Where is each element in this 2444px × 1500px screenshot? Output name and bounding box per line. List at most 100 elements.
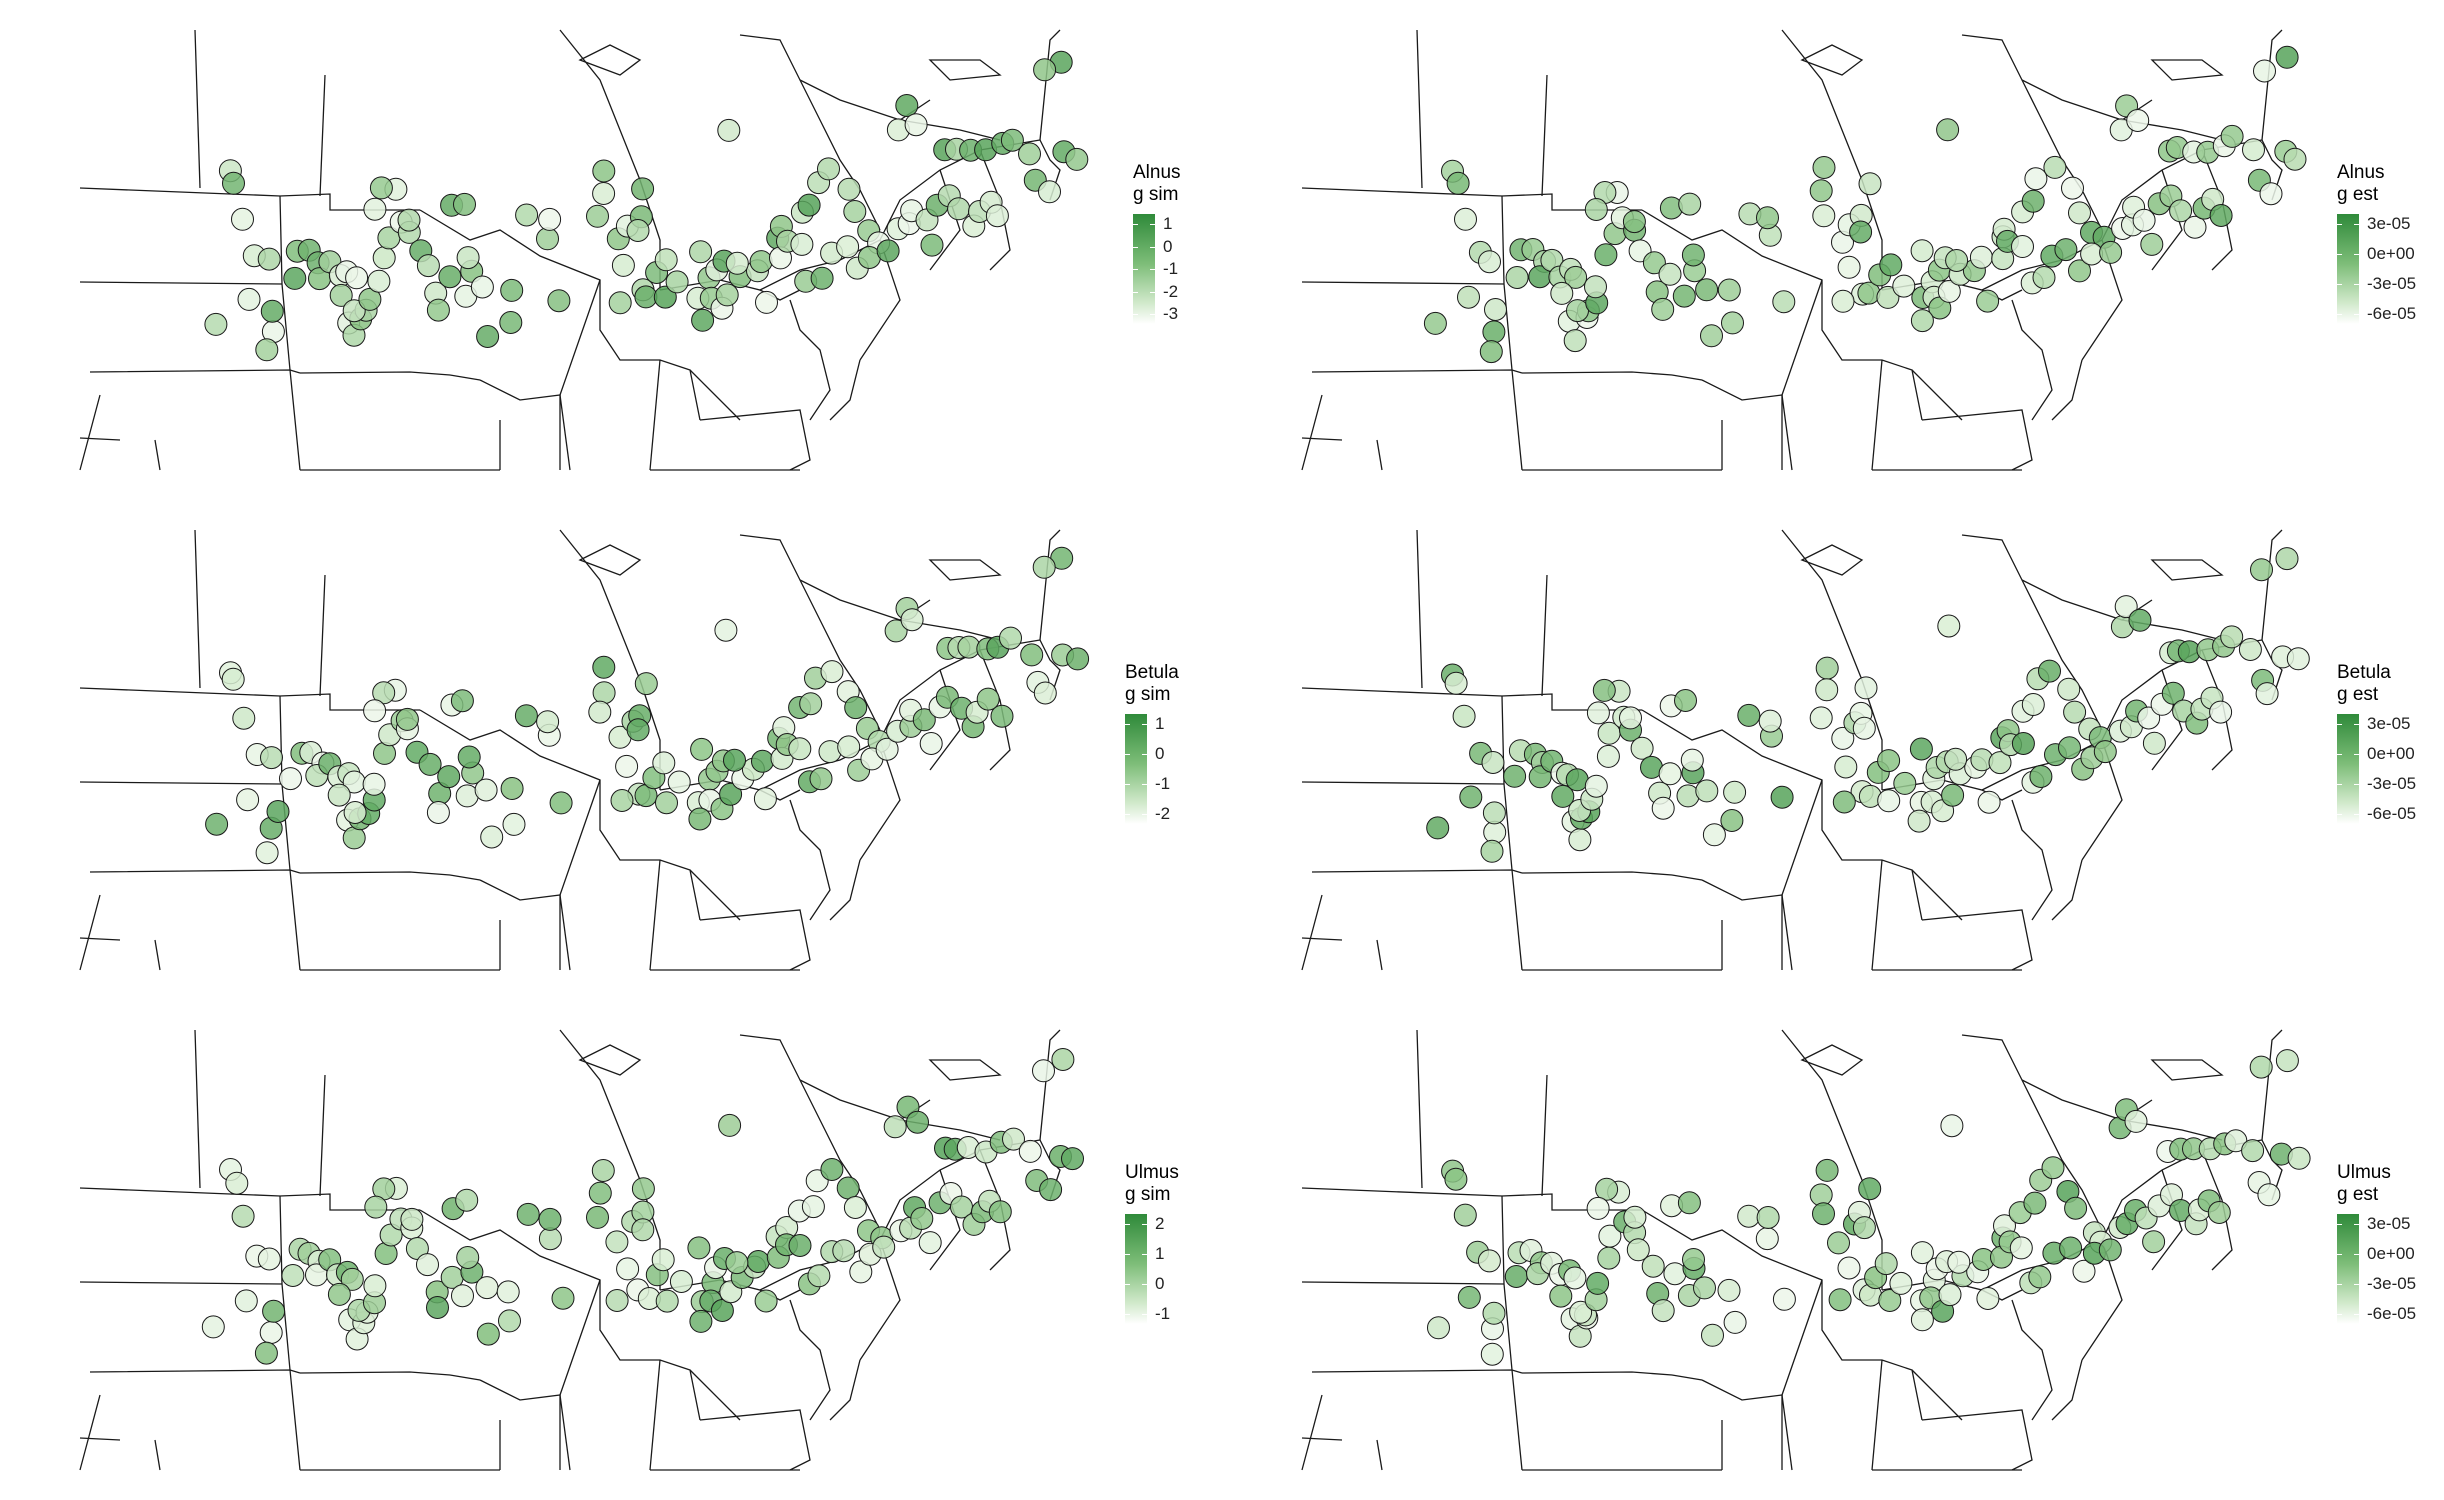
site-marker — [1672, 284, 1696, 308]
site-marker — [788, 1234, 812, 1257]
boundary-line — [1541, 1074, 1548, 1197]
site-marker — [717, 118, 741, 142]
site-marker — [1480, 1342, 1504, 1366]
site-marker — [2207, 1201, 2231, 1224]
site-marker — [2286, 647, 2310, 671]
boundary-line — [1301, 937, 1343, 941]
map-ulmus-est — [1301, 1029, 2311, 1471]
legend-tick — [2354, 254, 2359, 255]
site-marker — [416, 1253, 439, 1277]
boundary-line — [2081, 1239, 2123, 1361]
site-marker — [1815, 1158, 1839, 1182]
map-panel-ulmus-est: Ulmus g est 3e-05 0e+00 -3e-05 -6e-05 — [1222, 1000, 2444, 1500]
legend-tick — [1133, 224, 1138, 225]
site-marker — [2028, 1265, 2052, 1289]
boundary-line — [1911, 1369, 1963, 1421]
site-marker — [1812, 156, 1836, 179]
site-marker — [363, 1274, 387, 1298]
site-marker — [1737, 1204, 1761, 1228]
legend-tick-label: 0e+00 — [2367, 744, 2415, 763]
site-marker — [1837, 255, 1861, 279]
site-marker — [1812, 1202, 1835, 1226]
legend-tick — [1142, 1224, 1147, 1225]
site-marker — [342, 299, 366, 323]
site-marker — [418, 752, 442, 776]
site-marker — [1000, 128, 1024, 152]
site-marker — [1937, 614, 1961, 638]
site-marker — [2009, 1236, 2033, 1260]
site-marker — [1651, 1299, 1675, 1323]
boundary-line — [559, 779, 601, 896]
site-marker — [266, 800, 290, 823]
site-marker — [225, 1171, 249, 1195]
site-marker — [631, 1218, 655, 1242]
legend-tick-label: 0 — [1155, 1274, 1165, 1293]
site-marker — [426, 801, 450, 824]
site-marker — [1444, 1167, 1468, 1191]
basemap-boundaries — [79, 1029, 1061, 1471]
site-marker — [912, 708, 936, 732]
site-marker — [807, 1264, 831, 1288]
legend-tick — [1133, 314, 1138, 315]
site-marker — [906, 1110, 929, 1134]
legend-tick — [2337, 314, 2342, 315]
boundary-line — [89, 369, 301, 374]
site-marker — [1723, 780, 1747, 804]
site-marker — [1563, 1266, 1587, 1290]
site-marker — [2283, 147, 2307, 171]
boundary-line — [1039, 639, 1061, 701]
site-markers — [1423, 45, 2307, 364]
legend-tick — [1150, 269, 1155, 270]
legend-betula-est: Betula g est 3e-05 0e+00 -3e-05 -6e-05 — [2337, 662, 2416, 824]
boundary-line — [1871, 1359, 1883, 1471]
boundary-line — [1301, 894, 1323, 971]
site-marker — [2142, 731, 2166, 755]
site-marker — [1479, 340, 1503, 364]
site-marker — [836, 235, 860, 259]
site-marker — [536, 227, 559, 251]
site-marker — [1969, 245, 1993, 269]
site-markers — [201, 1048, 1084, 1365]
site-marker — [279, 767, 302, 791]
boundary-line — [2261, 29, 2283, 141]
boundary-line — [479, 1379, 561, 1470]
site-marker — [476, 325, 500, 348]
legend-colorbar — [1133, 214, 1155, 324]
site-marker — [1459, 785, 1483, 809]
site-marker — [592, 681, 616, 705]
site-marker — [1478, 250, 1501, 274]
boundary-line — [859, 739, 901, 861]
boundary-line — [559, 279, 601, 396]
site-marker — [1876, 285, 1900, 309]
site-marker — [2238, 638, 2262, 661]
boundary-line — [1376, 1439, 1383, 1471]
legend-tick-label: 3e-05 — [2367, 214, 2411, 233]
site-marker — [2250, 558, 2273, 582]
legend-tick — [1133, 269, 1138, 270]
boundary-line — [1301, 437, 1343, 441]
site-marker — [2242, 138, 2265, 162]
site-marker — [1564, 265, 1588, 289]
site-marker — [1033, 681, 1057, 705]
boundary-line — [1911, 869, 1963, 921]
legend-title-variable: g sim — [1125, 684, 1171, 705]
site-marker — [1039, 1178, 1063, 1202]
site-marker — [651, 1248, 675, 1272]
site-marker — [2183, 215, 2207, 239]
site-marker — [1889, 1271, 1913, 1295]
boundary-line — [789, 1299, 831, 1421]
site-marker — [1623, 1205, 1647, 1229]
site-markers — [1427, 1049, 2311, 1366]
site-marker — [1457, 285, 1480, 309]
site-marker — [538, 1227, 562, 1251]
basemap-boundaries — [1301, 529, 2283, 971]
site-marker — [259, 1321, 283, 1344]
site-marker — [362, 772, 386, 796]
boundary-line — [1376, 939, 1383, 971]
legend-tick — [2354, 1254, 2359, 1255]
site-marker — [2098, 1238, 2122, 1262]
site-marker — [281, 1264, 305, 1287]
site-marker — [611, 253, 635, 277]
boundary-line — [1921, 409, 2033, 471]
legend-tick-label: 0e+00 — [2367, 1244, 2415, 1263]
